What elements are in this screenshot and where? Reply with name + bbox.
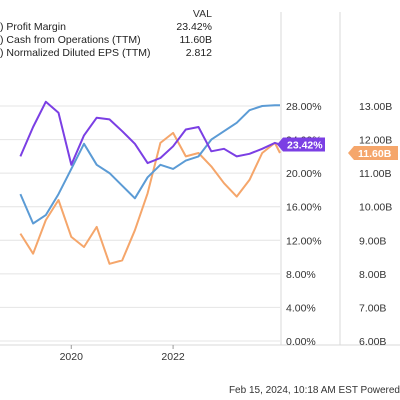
legend-item-label: ) Normalized Diluted EPS (TTM) — [0, 47, 151, 59]
value-tag-cash-from-operations — [348, 146, 398, 160]
timestamp-footer: Feb 15, 2024, 10:18 AM EST Powered — [228, 385, 400, 396]
x-tick-label: 2020 — [60, 351, 84, 363]
series-line-profit-margin — [19, 100, 281, 166]
legend-item-normalized-diluted-eps[interactable]: ) Normalized Diluted EPS (TTM) 2.812 — [0, 47, 216, 60]
y-right-tick-label: 7.00B — [359, 302, 386, 314]
legend-item-value: 2.812 — [185, 47, 212, 59]
y-right-tick-label: 13.00B — [359, 101, 392, 113]
value-tag-profit-margin — [277, 137, 325, 152]
legend-item-value: 11.60B — [179, 34, 213, 46]
y-right-tick-label: 6.00B — [359, 336, 386, 348]
y-right-tick-label: 12.00B — [359, 135, 392, 147]
value-tag-cash-from-operations-label: 11.60B — [358, 148, 392, 160]
y-left-tick-label: 20.00% — [286, 168, 322, 180]
y-right-tick-label: 8.00B — [359, 269, 386, 281]
legend-header: VAL — [192, 8, 212, 20]
legend-item-label: ) Profit Margin — [0, 21, 66, 33]
x-tick-label: 2022 — [161, 351, 185, 363]
y-right-tick-label: 9.00B — [359, 235, 386, 247]
legend-item-label: ) Cash from Operations (TTM) — [0, 34, 141, 46]
y-left-tick-label: 28.00% — [286, 101, 322, 113]
y-left-tick-label: 0.00% — [286, 336, 316, 348]
series-line-cash-from-operations-ttm — [19, 131, 281, 265]
legend-item-value: 23.42% — [176, 21, 212, 33]
y-left-tick-label: 8.00% — [286, 269, 316, 281]
y-left-tick-label: 16.00% — [286, 202, 322, 214]
y-right-tick-label: 11.00B — [359, 168, 392, 180]
chart-legend: VAL ) Profit Margin 23.42% ) Cash from O… — [0, 8, 216, 60]
legend-item-profit-margin[interactable]: ) Profit Margin 23.42% — [0, 21, 216, 34]
y-left-tick-label: 4.00% — [286, 302, 316, 314]
series-line-normalized-diluted-eps-ttm — [19, 104, 280, 225]
value-tag-profit-margin-label: 23.42% — [287, 139, 323, 151]
y-left-tick-label: 12.00% — [286, 235, 322, 247]
legend-item-cash-from-operations[interactable]: ) Cash from Operations (TTM) 11.60B — [0, 34, 216, 47]
y-right-tick-label: 10.00B — [359, 202, 392, 214]
